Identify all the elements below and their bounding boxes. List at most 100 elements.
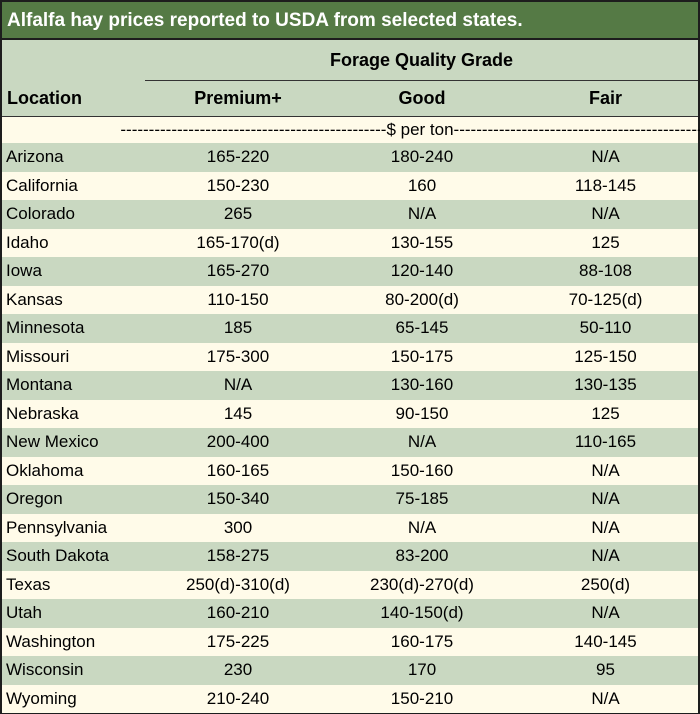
fair-price-cell: 130-135: [574, 375, 637, 395]
premium-price-cell: 145: [223, 403, 253, 423]
premium-price-cell: 230: [223, 660, 253, 680]
location-cell: Montana: [6, 375, 73, 395]
fair-price-cell: 250(d): [580, 574, 631, 594]
location-cell: Missouri: [6, 346, 70, 366]
good-price-cell: 75-185: [395, 489, 449, 509]
location-cell: Wisconsin: [6, 660, 84, 680]
location-cell: Pennsylvania: [6, 517, 108, 537]
premium-price-cell: 110-150: [207, 289, 269, 309]
table-body: Arizona 165-220 180-240 N/A California 150-23…: [2, 143, 698, 713]
table-title: Alfalfa hay prices reported to USDA from…: [2, 2, 698, 40]
location-cell: Colorado: [6, 204, 75, 224]
location-cell: Washington: [6, 631, 96, 651]
good-price-cell: 65-145: [395, 318, 449, 338]
good-price-cell: 150-160: [390, 460, 454, 480]
table-row: South Dakota 158-275 83-200 N/A: [2, 542, 698, 571]
table-row: Missouri 175-300 150-175 125-150: [2, 342, 698, 371]
unit-label: ----------------------------------------…: [120, 120, 700, 139]
location-cell: South Dakota: [6, 546, 110, 566]
location-column-header: Location: [7, 88, 82, 108]
location-cell: Utah: [6, 603, 42, 623]
good-price-cell: 120-140: [390, 261, 454, 281]
table-row: Nebraska 145 90-150 125: [2, 399, 698, 428]
fair-price-cell: 125: [591, 232, 620, 252]
premium-price-cell: 160-165: [206, 460, 270, 480]
good-price-cell: 140-150(d): [380, 603, 464, 623]
premium-price-cell: 265: [223, 204, 253, 224]
price-table: Arizona 165-220 180-240 N/A California 150-23…: [2, 143, 698, 713]
table-row: Texas 250(d)-310(d) 230(d)-270(d) 250(d): [2, 570, 698, 599]
premium-price-cell: 150-340: [206, 489, 270, 509]
fair-price-cell: 125-150: [574, 346, 637, 366]
premium-price-cell: 175-300: [206, 346, 270, 366]
premium-price-cell: 165-170(d): [196, 232, 280, 252]
location-cell: Wyoming: [6, 688, 77, 708]
location-cell: New Mexico: [6, 432, 99, 452]
location-cell: Idaho: [6, 232, 49, 252]
good-price-cell: 83-200: [395, 546, 449, 566]
fair-price-cell: N/A: [591, 204, 620, 224]
fair-price-cell: 95: [596, 660, 615, 680]
table-row: Kansas 110-150 80-200(d) 70-125(d): [2, 285, 698, 314]
table-row: Utah 160-210 140-150(d) N/A: [2, 599, 698, 628]
location-cell: Kansas: [6, 289, 63, 309]
fair-price-cell: N/A: [591, 517, 620, 537]
good-price-cell: N/A: [407, 517, 437, 537]
good-price-cell: 130-155: [390, 232, 454, 252]
premium-price-cell: 165-270: [206, 261, 270, 281]
fair-price-cell: 140-145: [574, 631, 637, 651]
location-cell: Texas: [6, 574, 51, 594]
premium-price-cell: 200-400: [206, 432, 270, 452]
table-row: Montana N/A 130-160 130-135: [2, 371, 698, 400]
table-row: Washington 175-225 160-175 140-145: [2, 627, 698, 656]
fair-price-cell: N/A: [591, 489, 620, 509]
location-cell: Nebraska: [6, 403, 79, 423]
fair-price-cell: 88-108: [579, 261, 632, 281]
location-cell: Oregon: [6, 489, 63, 509]
fair-column-header: Fair: [588, 88, 622, 108]
fair-price-cell: 50-110: [579, 318, 632, 338]
good-price-cell: 180-240: [390, 147, 454, 167]
table-row: Oregon 150-340 75-185 N/A: [2, 485, 698, 514]
good-price-cell: 130-160: [390, 375, 454, 395]
location-cell: Iowa: [6, 261, 42, 281]
good-price-cell: 230(d)-270(d): [370, 574, 474, 594]
premium-price-cell: 165-220: [206, 147, 270, 167]
fair-price-cell: N/A: [591, 147, 620, 167]
table-row: California 150-230 160 118-145: [2, 171, 698, 200]
table-row: Minnesota 185 65-145 50-110: [2, 314, 698, 343]
location-cell: California: [6, 175, 78, 195]
fair-price-cell: N/A: [591, 546, 620, 566]
unit-row: ----------------------------------------…: [2, 117, 700, 143]
fair-price-cell: 70-125(d): [568, 289, 643, 309]
good-price-cell: N/A: [407, 432, 437, 452]
premium-price-cell: 185: [223, 318, 253, 338]
premium-price-cell: 210-240: [206, 688, 270, 708]
table-row: New Mexico 200-400 N/A 110-165: [2, 428, 698, 457]
good-price-cell: 80-200(d): [385, 289, 459, 309]
premium-price-cell: 150-230: [206, 175, 270, 195]
premium-price-cell: N/A: [223, 375, 253, 395]
fair-price-cell: N/A: [591, 460, 620, 480]
good-price-cell: 170: [407, 660, 437, 680]
fair-price-cell: N/A: [591, 688, 620, 708]
table-row: Idaho 165-170(d) 130-155 125: [2, 228, 698, 257]
good-price-cell: N/A: [407, 204, 437, 224]
location-cell: Oklahoma: [6, 460, 84, 480]
premium-price-cell: 175-225: [206, 631, 270, 651]
fair-price-cell: 118-145: [574, 175, 637, 195]
forage-quality-grade-heading: Forage Quality Grade: [329, 50, 514, 70]
premium-price-cell: 300: [223, 517, 253, 537]
premium-price-cell: 158-275: [206, 546, 270, 566]
good-price-cell: 90-150: [395, 403, 449, 423]
table-row: Colorado 265 N/A N/A: [2, 200, 698, 229]
table-row: Pennsylvania 300 N/A N/A: [2, 513, 698, 542]
good-column-header: Good: [398, 88, 446, 108]
premium-price-cell: 250(d)-310(d): [186, 574, 290, 594]
good-price-cell: 150-210: [390, 688, 454, 708]
good-price-cell: 160-175: [390, 631, 454, 651]
table-row: Iowa 165-270 120-140 88-108: [2, 257, 698, 286]
table-row: Oklahoma 160-165 150-160 N/A: [2, 456, 698, 485]
group-heading-rule: [145, 80, 698, 81]
